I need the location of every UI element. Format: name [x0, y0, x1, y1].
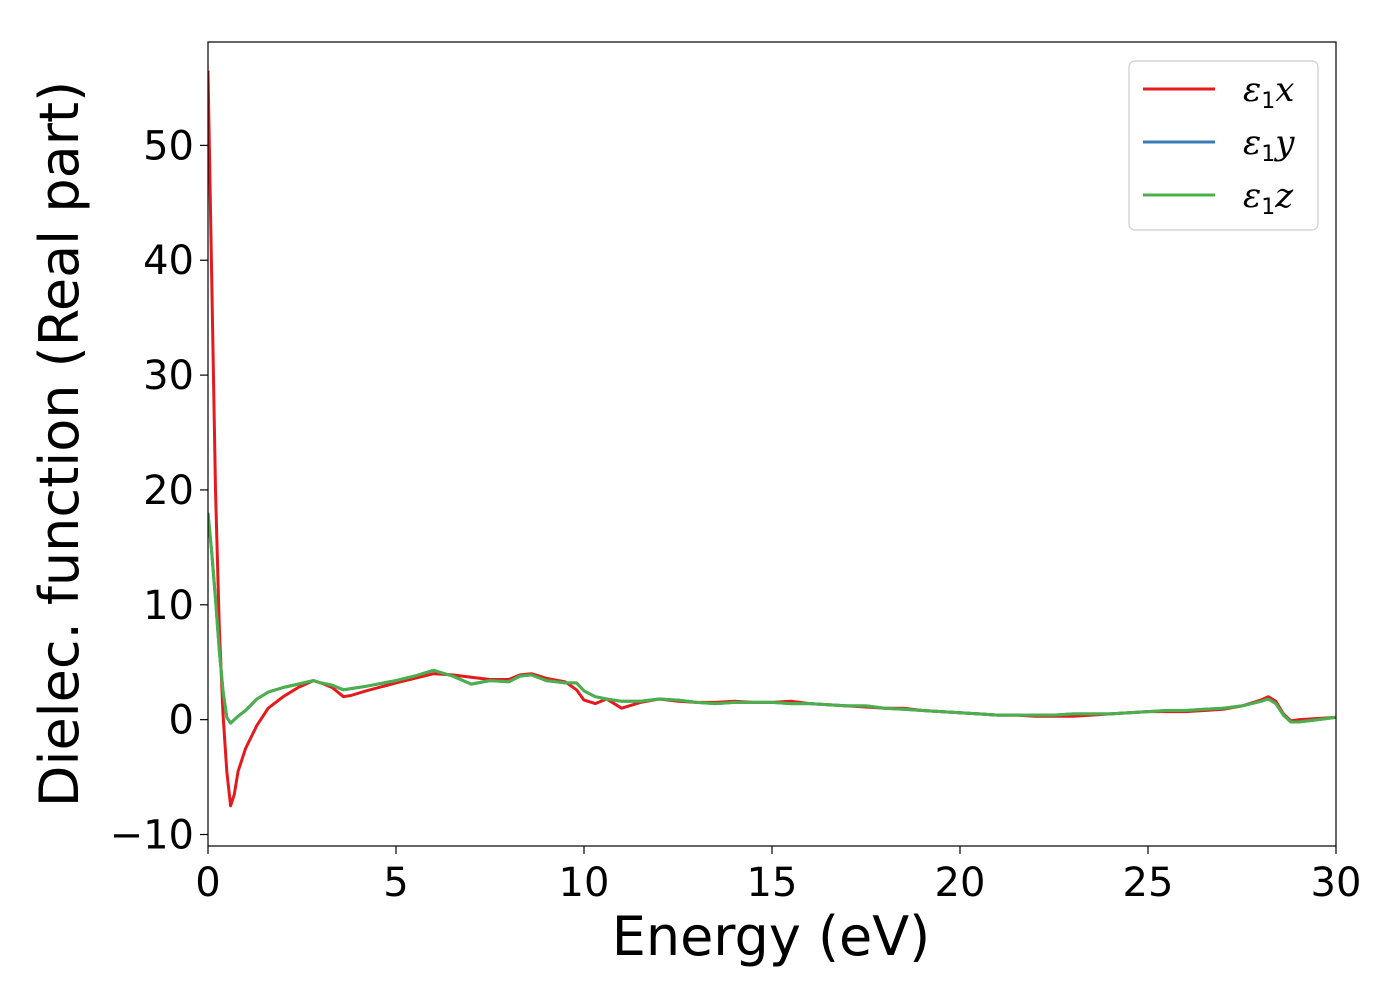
legend-box — [1128, 60, 1319, 231]
y-tick-label: 20 — [143, 468, 194, 514]
x-axis-title: Energy (eV) — [612, 905, 931, 968]
y-tick-label: 30 — [143, 353, 194, 399]
y-tick-label: 50 — [143, 123, 194, 169]
x-tick-label: 20 — [935, 860, 986, 906]
legend-label-x: ε1x — [1243, 70, 1294, 114]
x-tick-label: 30 — [1311, 860, 1362, 906]
legend-label-z: ε1z — [1243, 176, 1294, 220]
x-tick-label: 0 — [195, 860, 220, 906]
y-tick-label: −10 — [110, 813, 194, 859]
y-axis-title: Dielec. function (Real part) — [28, 81, 91, 807]
y-tick-label: 10 — [143, 583, 194, 629]
legend-label-y: ε1y — [1243, 123, 1295, 167]
x-tick-label: 25 — [1123, 860, 1174, 906]
x-tick-label: 5 — [383, 860, 408, 906]
y-tick-label: 40 — [143, 238, 194, 284]
x-tick-label: 15 — [747, 860, 798, 906]
plot-area — [208, 70, 1336, 808]
legend: ε1x ε1y ε1z — [1128, 60, 1319, 231]
series-line-z — [208, 512, 1336, 725]
x-tick-label: 10 — [559, 860, 610, 906]
y-tick-label: 0 — [169, 698, 194, 744]
